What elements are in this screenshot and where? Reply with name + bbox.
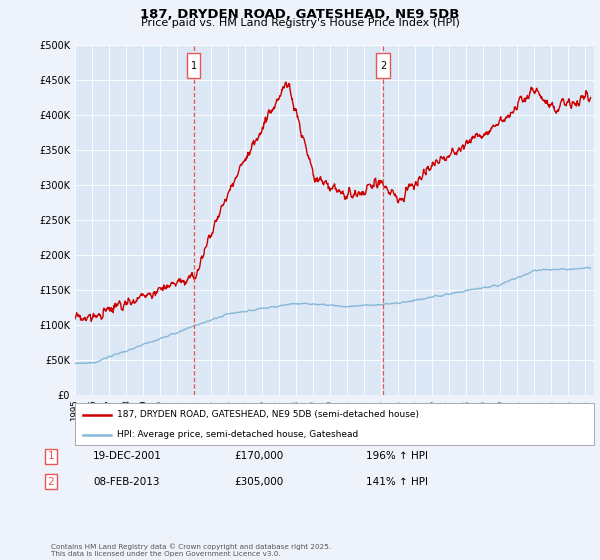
Text: 2: 2	[47, 477, 55, 487]
Text: 141% ↑ HPI: 141% ↑ HPI	[366, 477, 428, 487]
Text: £305,000: £305,000	[234, 477, 283, 487]
Text: 1: 1	[191, 61, 197, 71]
Text: 2: 2	[380, 61, 386, 71]
Text: HPI: Average price, semi-detached house, Gateshead: HPI: Average price, semi-detached house,…	[116, 430, 358, 439]
FancyBboxPatch shape	[376, 53, 390, 78]
Text: 196% ↑ HPI: 196% ↑ HPI	[366, 451, 428, 461]
Text: £170,000: £170,000	[234, 451, 283, 461]
Text: 19-DEC-2001: 19-DEC-2001	[93, 451, 162, 461]
Text: Price paid vs. HM Land Registry's House Price Index (HPI): Price paid vs. HM Land Registry's House …	[140, 18, 460, 28]
Text: Contains HM Land Registry data © Crown copyright and database right 2025.
This d: Contains HM Land Registry data © Crown c…	[51, 544, 331, 557]
Text: 08-FEB-2013: 08-FEB-2013	[93, 477, 160, 487]
FancyBboxPatch shape	[187, 53, 200, 78]
Text: 187, DRYDEN ROAD, GATESHEAD, NE9 5DB (semi-detached house): 187, DRYDEN ROAD, GATESHEAD, NE9 5DB (se…	[116, 410, 419, 419]
Text: 1: 1	[47, 451, 55, 461]
Text: 187, DRYDEN ROAD, GATESHEAD, NE9 5DB: 187, DRYDEN ROAD, GATESHEAD, NE9 5DB	[140, 8, 460, 21]
